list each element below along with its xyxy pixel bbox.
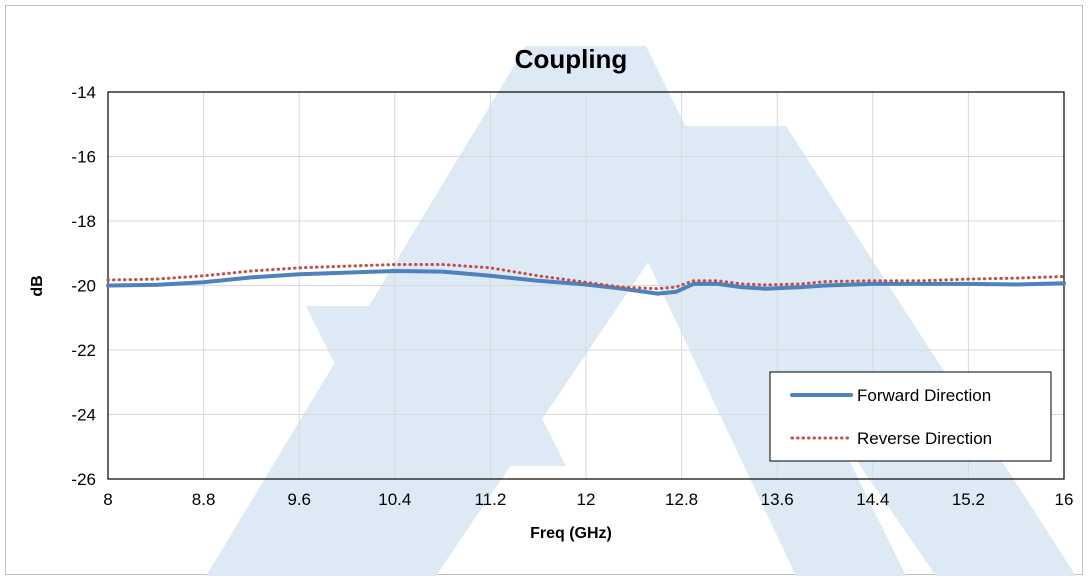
x-tick-label: 13.6: [761, 490, 794, 509]
y-tick-label: -26: [71, 470, 96, 489]
y-tick-label: -24: [71, 406, 96, 425]
legend-label-forward: Forward Direction: [857, 386, 991, 405]
x-tick-label: 12.8: [665, 490, 698, 509]
tick-labels: 8 8.8 9.6 10.4 11.2 12 12.8 13.6 14.4 15.2 16 -14 -1…: [71, 83, 1073, 509]
legend-label-reverse: Reverse Direction: [857, 429, 992, 448]
y-axis-title: dB: [29, 275, 46, 296]
legend-box: [769, 371, 1052, 462]
chart-svg: Coupling 8 8.8 9.6 10.4 11.2 12 12.8 13.6 14.4 15…: [29, 44, 1073, 542]
x-tick-label: 8: [103, 490, 112, 509]
x-tick-label: 15.2: [952, 490, 985, 509]
series-line-forward: [106, 269, 1066, 296]
chart-frame: Coupling 8 8.8 9.6 10.4 11.2 12 12.8 13.6 14.4 15…: [5, 5, 1083, 576]
series-lines: [106, 263, 1066, 296]
x-tick-label: 8.8: [192, 490, 216, 509]
y-tick-label: -16: [71, 148, 96, 167]
x-tick-label: 11.2: [474, 490, 506, 509]
x-axis-title: Freq (GHz): [530, 525, 612, 542]
chart-title: Coupling: [515, 44, 628, 74]
y-tick-label: -18: [71, 212, 96, 231]
x-tick-label: 16: [1055, 490, 1074, 509]
x-tick-label: 14.4: [856, 490, 889, 509]
x-tick-label: 10.4: [378, 490, 411, 509]
x-tick-label: 9.6: [287, 490, 311, 509]
y-tick-label: -14: [71, 83, 96, 102]
x-tick-label: 12: [577, 490, 596, 509]
legend: Forward Direction Reverse Direction: [769, 371, 1052, 462]
y-tick-label: -22: [71, 341, 96, 360]
series-line-reverse: [106, 263, 1066, 291]
y-tick-label: -20: [71, 277, 96, 296]
